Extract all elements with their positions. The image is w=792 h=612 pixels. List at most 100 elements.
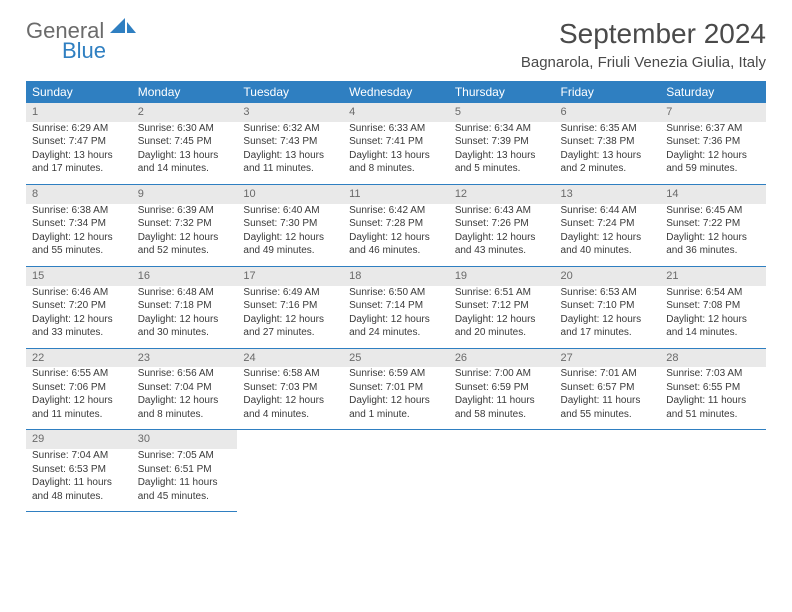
sunrise-text: Sunrise: 7:05 AM xyxy=(138,449,232,463)
daylight-text: Daylight: 11 hours and 51 minutes. xyxy=(666,394,760,421)
logo: General Blue xyxy=(26,18,136,64)
calendar-table: SundayMondayTuesdayWednesdayThursdayFrid… xyxy=(26,81,766,512)
day-number-cell: 28 xyxy=(660,348,766,367)
sunrise-text: Sunrise: 6:42 AM xyxy=(349,204,443,218)
sunset-text: Sunset: 7:38 PM xyxy=(561,135,655,149)
day-number-cell: 23 xyxy=(132,348,238,367)
day-detail-cell xyxy=(237,449,343,512)
daylight-text: Daylight: 12 hours and 4 minutes. xyxy=(243,394,337,421)
day-number-cell: 20 xyxy=(555,266,661,285)
day-number-cell: 18 xyxy=(343,266,449,285)
day-number-row: 1234567 xyxy=(26,103,766,122)
sunset-text: Sunset: 7:10 PM xyxy=(561,299,655,313)
sunrise-text: Sunrise: 7:03 AM xyxy=(666,367,760,381)
daylight-text: Daylight: 11 hours and 48 minutes. xyxy=(32,476,126,503)
sunset-text: Sunset: 7:03 PM xyxy=(243,381,337,395)
day-detail-cell: Sunrise: 6:33 AMSunset: 7:41 PMDaylight:… xyxy=(343,122,449,185)
daylight-text: Daylight: 13 hours and 17 minutes. xyxy=(32,149,126,176)
day-number-cell: 15 xyxy=(26,266,132,285)
sunset-text: Sunset: 7:30 PM xyxy=(243,217,337,231)
sunrise-text: Sunrise: 6:49 AM xyxy=(243,286,337,300)
sunrise-text: Sunrise: 6:51 AM xyxy=(455,286,549,300)
sunrise-text: Sunrise: 7:01 AM xyxy=(561,367,655,381)
day-detail-cell: Sunrise: 6:56 AMSunset: 7:04 PMDaylight:… xyxy=(132,367,238,430)
day-number-cell: 9 xyxy=(132,184,238,203)
day-number-cell: 21 xyxy=(660,266,766,285)
daylight-text: Daylight: 12 hours and 59 minutes. xyxy=(666,149,760,176)
header: General Blue September 2024 Bagnarola, F… xyxy=(26,18,766,71)
day-detail-cell: Sunrise: 6:55 AMSunset: 7:06 PMDaylight:… xyxy=(26,367,132,430)
daylight-text: Daylight: 12 hours and 49 minutes. xyxy=(243,231,337,258)
day-detail-cell xyxy=(555,449,661,512)
sunrise-text: Sunrise: 6:43 AM xyxy=(455,204,549,218)
daylight-text: Daylight: 12 hours and 20 minutes. xyxy=(455,313,549,340)
weekday-header: Thursday xyxy=(449,81,555,103)
daylight-text: Daylight: 12 hours and 17 minutes. xyxy=(561,313,655,340)
day-detail-cell xyxy=(660,449,766,512)
day-number-cell: 4 xyxy=(343,103,449,122)
daylight-text: Daylight: 12 hours and 55 minutes. xyxy=(32,231,126,258)
day-data-row: Sunrise: 7:04 AMSunset: 6:53 PMDaylight:… xyxy=(26,449,766,512)
day-number-row: 22232425262728 xyxy=(26,348,766,367)
day-number-cell: 8 xyxy=(26,184,132,203)
daylight-text: Daylight: 12 hours and 14 minutes. xyxy=(666,313,760,340)
daylight-text: Daylight: 12 hours and 43 minutes. xyxy=(455,231,549,258)
daylight-text: Daylight: 12 hours and 24 minutes. xyxy=(349,313,443,340)
sunrise-text: Sunrise: 7:04 AM xyxy=(32,449,126,463)
day-detail-cell: Sunrise: 6:42 AMSunset: 7:28 PMDaylight:… xyxy=(343,204,449,267)
sunset-text: Sunset: 7:04 PM xyxy=(138,381,232,395)
sunrise-text: Sunrise: 6:34 AM xyxy=(455,122,549,136)
sunrise-text: Sunrise: 6:29 AM xyxy=(32,122,126,136)
weekday-header-row: SundayMondayTuesdayWednesdayThursdayFrid… xyxy=(26,81,766,103)
day-number-cell: 1 xyxy=(26,103,132,122)
sunrise-text: Sunrise: 6:38 AM xyxy=(32,204,126,218)
day-data-row: Sunrise: 6:38 AMSunset: 7:34 PMDaylight:… xyxy=(26,204,766,267)
daylight-text: Daylight: 12 hours and 40 minutes. xyxy=(561,231,655,258)
day-data-row: Sunrise: 6:55 AMSunset: 7:06 PMDaylight:… xyxy=(26,367,766,430)
daylight-text: Daylight: 11 hours and 58 minutes. xyxy=(455,394,549,421)
day-number-row: 15161718192021 xyxy=(26,266,766,285)
day-number-cell xyxy=(449,430,555,449)
day-detail-cell: Sunrise: 6:40 AMSunset: 7:30 PMDaylight:… xyxy=(237,204,343,267)
day-number-cell: 24 xyxy=(237,348,343,367)
daylight-text: Daylight: 12 hours and 30 minutes. xyxy=(138,313,232,340)
day-detail-cell: Sunrise: 6:50 AMSunset: 7:14 PMDaylight:… xyxy=(343,286,449,349)
day-number-cell: 16 xyxy=(132,266,238,285)
daylight-text: Daylight: 12 hours and 11 minutes. xyxy=(32,394,126,421)
day-detail-cell: Sunrise: 6:51 AMSunset: 7:12 PMDaylight:… xyxy=(449,286,555,349)
sunset-text: Sunset: 6:59 PM xyxy=(455,381,549,395)
sunrise-text: Sunrise: 6:59 AM xyxy=(349,367,443,381)
sunset-text: Sunset: 7:12 PM xyxy=(455,299,549,313)
day-detail-cell: Sunrise: 6:39 AMSunset: 7:32 PMDaylight:… xyxy=(132,204,238,267)
sunset-text: Sunset: 7:22 PM xyxy=(666,217,760,231)
sunrise-text: Sunrise: 6:53 AM xyxy=(561,286,655,300)
day-number-cell: 7 xyxy=(660,103,766,122)
sunrise-text: Sunrise: 6:32 AM xyxy=(243,122,337,136)
day-data-row: Sunrise: 6:29 AMSunset: 7:47 PMDaylight:… xyxy=(26,122,766,185)
day-detail-cell: Sunrise: 6:58 AMSunset: 7:03 PMDaylight:… xyxy=(237,367,343,430)
day-detail-cell: Sunrise: 6:53 AMSunset: 7:10 PMDaylight:… xyxy=(555,286,661,349)
sunset-text: Sunset: 6:57 PM xyxy=(561,381,655,395)
day-detail-cell: Sunrise: 7:01 AMSunset: 6:57 PMDaylight:… xyxy=(555,367,661,430)
day-detail-cell: Sunrise: 6:34 AMSunset: 7:39 PMDaylight:… xyxy=(449,122,555,185)
day-detail-cell xyxy=(449,449,555,512)
day-detail-cell: Sunrise: 6:54 AMSunset: 7:08 PMDaylight:… xyxy=(660,286,766,349)
daylight-text: Daylight: 13 hours and 5 minutes. xyxy=(455,149,549,176)
sunset-text: Sunset: 7:24 PM xyxy=(561,217,655,231)
weekday-header: Wednesday xyxy=(343,81,449,103)
day-number-cell: 13 xyxy=(555,184,661,203)
day-number-cell xyxy=(343,430,449,449)
day-number-cell: 5 xyxy=(449,103,555,122)
sunrise-text: Sunrise: 6:56 AM xyxy=(138,367,232,381)
day-detail-cell: Sunrise: 6:35 AMSunset: 7:38 PMDaylight:… xyxy=(555,122,661,185)
sunrise-text: Sunrise: 6:40 AM xyxy=(243,204,337,218)
sunset-text: Sunset: 6:55 PM xyxy=(666,381,760,395)
day-detail-cell: Sunrise: 7:04 AMSunset: 6:53 PMDaylight:… xyxy=(26,449,132,512)
day-detail-cell: Sunrise: 6:37 AMSunset: 7:36 PMDaylight:… xyxy=(660,122,766,185)
day-detail-cell: Sunrise: 7:03 AMSunset: 6:55 PMDaylight:… xyxy=(660,367,766,430)
logo-text-blue: Blue xyxy=(62,38,106,64)
sunset-text: Sunset: 7:34 PM xyxy=(32,217,126,231)
sail-icon xyxy=(110,18,136,36)
daylight-text: Daylight: 12 hours and 33 minutes. xyxy=(32,313,126,340)
sunset-text: Sunset: 7:43 PM xyxy=(243,135,337,149)
